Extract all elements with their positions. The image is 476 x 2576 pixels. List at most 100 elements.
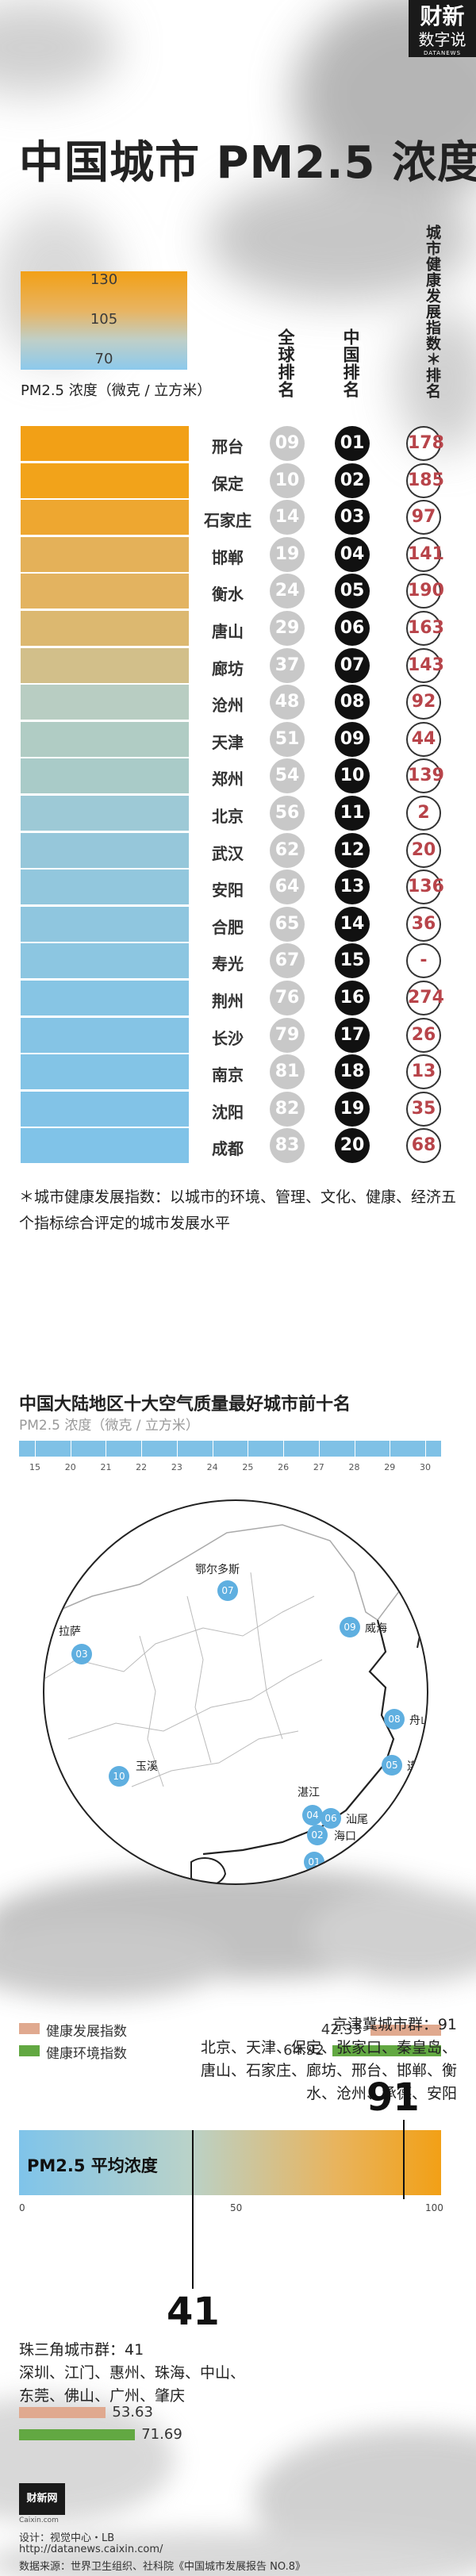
china-rank-circle: 05 xyxy=(335,574,370,609)
city-name: 武汉 xyxy=(212,843,244,863)
health-rank-circle: - xyxy=(406,943,441,979)
scale-tick-line xyxy=(283,1441,285,1457)
map-city-label: 湛江 xyxy=(298,1787,320,1799)
city-name: 邯郸 xyxy=(212,547,244,567)
scale-tick-label: 15 xyxy=(29,1462,40,1472)
global-rank-circle: 62 xyxy=(270,832,305,868)
global-rank-circle: 19 xyxy=(270,536,305,572)
china-rank-circle: 14 xyxy=(335,906,370,942)
city-name: 郑州 xyxy=(212,770,244,789)
china-rank-circle: 06 xyxy=(335,611,370,646)
global-rank-circle: 67 xyxy=(270,943,305,979)
page-title: 中国城市 PM2.5 浓度 xyxy=(19,137,476,189)
china-rank-circle: 13 xyxy=(335,870,370,905)
footer-logo-sub: Caixin.com xyxy=(19,2516,59,2524)
legend-label: PM2.5 浓度（微克 / 立方米） xyxy=(21,382,212,399)
scale-tick-line xyxy=(318,1441,320,1457)
prd-avg-value: 41 xyxy=(167,2290,220,2334)
china-rank-circle: 16 xyxy=(335,981,370,1015)
cluster-index-bar xyxy=(19,2407,106,2418)
map-marker: 10 xyxy=(109,1766,129,1787)
scale-tick-label: 24 xyxy=(206,1462,218,1472)
health-rank-circle: 274 xyxy=(406,981,444,1015)
health-rank-circle: 13 xyxy=(406,1054,441,1090)
header-china-rank: 中国排名 xyxy=(341,328,360,398)
pm25-color-bar xyxy=(21,870,189,905)
prd-cities: 深圳、江门、惠州、珠海、中山、东莞、佛山、广州、肇庆 xyxy=(19,2364,246,2405)
scale-tick-label: 25 xyxy=(242,1462,254,1472)
footer-url[interactable]: http://datanews.caixin.com/ xyxy=(19,2543,163,2555)
health-rank-circle: 35 xyxy=(406,1091,441,1127)
footer-design: 设计：视觉中心・LB xyxy=(19,2532,115,2544)
legend-swatch-health-dev xyxy=(19,2023,40,2034)
global-rank-circle: 54 xyxy=(270,758,305,794)
map-city-label: 三亚 xyxy=(331,1857,353,1870)
legend-text-health-dev: 健康发展指数 xyxy=(46,2024,127,2040)
china-rank-circle: 09 xyxy=(335,721,370,757)
legend-mid-value: 105 xyxy=(90,311,118,328)
cluster-index-bar xyxy=(332,2045,441,2056)
header-global-rank: 全球排名 xyxy=(276,328,295,398)
scale-tick-label: 23 xyxy=(171,1462,182,1472)
map-marker: 02 xyxy=(307,1825,328,1845)
global-rank-circle: 76 xyxy=(270,981,305,1015)
health-rank-circle: 26 xyxy=(406,1017,441,1053)
health-rank-circle: 136 xyxy=(406,870,444,905)
city-name: 北京 xyxy=(212,807,244,826)
global-rank-circle: 10 xyxy=(270,463,305,498)
china-rank-circle: 19 xyxy=(335,1091,370,1127)
global-rank-circle: 64 xyxy=(270,870,305,905)
health-rank-circle: 185 xyxy=(406,463,444,498)
pm25-color-bar xyxy=(21,721,189,757)
health-rank-circle: 143 xyxy=(406,647,444,683)
city-name: 邢台 xyxy=(212,437,244,456)
scale-tick-label: 26 xyxy=(278,1462,290,1472)
avg-bar-label: PM2.5 平均浓度 xyxy=(27,2156,158,2175)
china-rank-circle: 20 xyxy=(335,1128,370,1164)
pm25-color-bar xyxy=(21,981,189,1015)
map-city-label: 玉溪 xyxy=(136,1760,158,1773)
pm25-color-bar xyxy=(21,685,189,720)
china-rank-circle: 08 xyxy=(335,685,370,720)
global-rank-circle: 82 xyxy=(270,1091,305,1127)
city-name: 长沙 xyxy=(212,1028,244,1048)
map-city-label: 汕尾 xyxy=(346,1814,368,1826)
section2-title: 中国大陆地区十大空气质量最好城市前十名 xyxy=(19,1395,351,1415)
health-rank-circle: 68 xyxy=(406,1128,441,1164)
china-rank-circle: 11 xyxy=(335,796,370,831)
jjj-avg-value: 91 xyxy=(367,2075,420,2120)
scale-tick-line xyxy=(176,1441,178,1457)
cluster-index-value: 71.69 xyxy=(141,2426,182,2443)
cluster-index-value: 42.33 xyxy=(321,2021,363,2038)
brand-line2: 数字说 xyxy=(418,30,466,49)
global-rank-circle: 65 xyxy=(270,906,305,942)
scale-tick-line xyxy=(35,1441,36,1457)
pm25-color-bar xyxy=(21,426,189,461)
pm25-color-bar xyxy=(21,500,189,536)
pm25-color-bar xyxy=(21,574,189,609)
avg-pm25-bar xyxy=(19,2130,441,2195)
city-name: 安阳 xyxy=(212,881,244,900)
map-marker: 08 xyxy=(384,1709,405,1729)
china-rank-circle: 18 xyxy=(335,1054,370,1090)
cluster-index-value: 64.92 xyxy=(283,2042,324,2059)
map-city-label: 连江 xyxy=(407,1760,428,1773)
city-name: 寿光 xyxy=(212,954,244,974)
map-marker: 04 xyxy=(302,1805,323,1825)
pm25-color-bar xyxy=(21,1128,189,1164)
scale-tick-line xyxy=(425,1441,426,1457)
scale-bar-fill xyxy=(19,1441,441,1457)
health-rank-circle: 163 xyxy=(406,611,444,646)
scale-tick-label: 29 xyxy=(384,1462,396,1472)
map-marker: 05 xyxy=(382,1755,402,1776)
china-rank-circle: 02 xyxy=(335,463,370,498)
city-name: 衡水 xyxy=(212,585,244,605)
legend-bottom-value: 70 xyxy=(94,351,113,367)
jjj-cluster-block: 京津冀城市群：91 北京、天津、保定、张家口、秦皇岛、唐山、石家庄、廊坊、邢台、… xyxy=(195,2014,457,2106)
caixin-brand-logo: 财新 数字说 DATANEWS xyxy=(409,0,476,57)
map-city-label: 威海 xyxy=(365,1622,387,1635)
avg-axis-tick: 0 xyxy=(19,2202,25,2213)
jjj-cities: 北京、天津、保定、张家口、秦皇岛、唐山、石家庄、廊坊、邢台、邯郸、衡水、沧州、承… xyxy=(200,2039,457,2102)
prd-title: 珠三角城市群：41 xyxy=(19,2341,144,2359)
